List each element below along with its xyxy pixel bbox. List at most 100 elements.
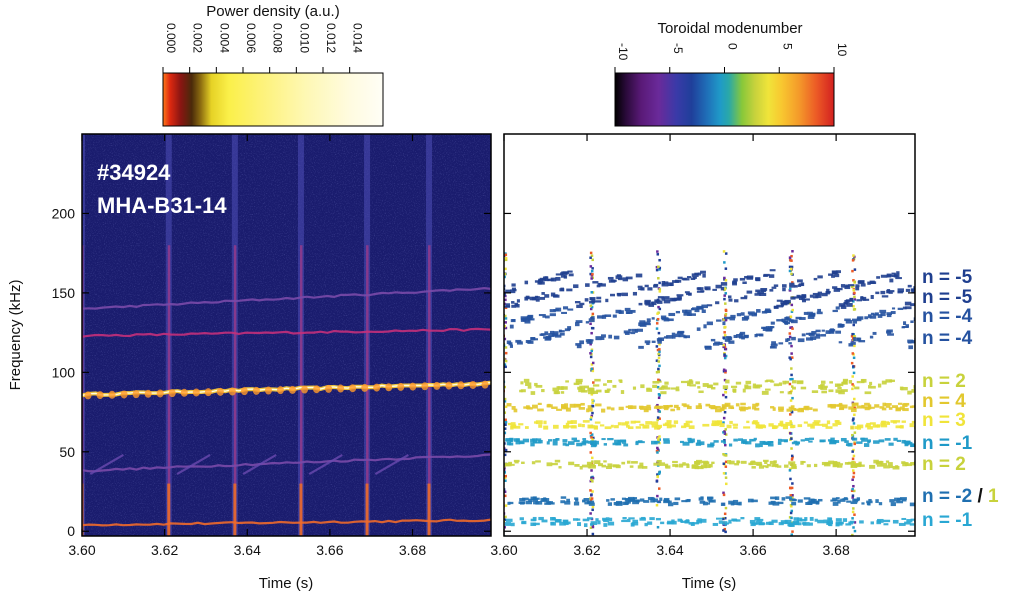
elm-mode-dot — [504, 411, 507, 414]
mode-dot — [829, 441, 837, 445]
mode-dot — [522, 438, 530, 443]
mode-dot — [687, 380, 694, 385]
elm-mode-dot — [504, 363, 507, 366]
mode-dot — [815, 333, 820, 336]
elm-mode-dot — [723, 334, 727, 337]
elm-mode-dot — [590, 326, 594, 330]
elm-mode-dot — [790, 533, 794, 536]
mode-dot — [546, 501, 553, 505]
mode-dot — [710, 386, 716, 390]
mode-dot — [764, 460, 768, 464]
mode-dot — [699, 441, 705, 446]
mode-dot — [744, 275, 749, 279]
mode-dot — [645, 421, 652, 425]
mode-dot — [526, 316, 533, 321]
elm-mode-dot — [504, 302, 506, 306]
spectrogram-mode-blob — [168, 389, 176, 398]
mode-dot — [508, 442, 514, 446]
mode-dot — [716, 319, 722, 322]
mode-dot — [524, 320, 531, 324]
mode-dot — [798, 407, 806, 410]
elm-mode-dot — [658, 288, 662, 291]
mode-dot — [910, 320, 914, 324]
mode-dot — [523, 406, 527, 409]
mode-dot — [610, 424, 614, 428]
mode-dot — [706, 321, 713, 326]
elm-mode-dot — [788, 256, 792, 259]
mode-dot — [806, 337, 813, 341]
mode-dot — [804, 437, 810, 441]
mode-dot — [612, 442, 618, 446]
mode-dot — [554, 519, 562, 523]
elm-mode-dot — [591, 398, 594, 402]
mode-dot — [539, 281, 545, 285]
mode-dot — [754, 333, 758, 338]
spectrogram-mode-blob — [132, 390, 140, 399]
mode-dot — [699, 500, 706, 504]
mode-dot — [564, 501, 571, 505]
elm-mode-dot — [791, 455, 794, 459]
mode-dot — [870, 521, 874, 525]
mode-dot — [581, 424, 585, 428]
elm-mode-dot — [656, 473, 659, 476]
mode-dot — [577, 423, 582, 427]
mode-dot — [891, 272, 896, 275]
mode-dot — [636, 328, 643, 332]
spectrogram-mode-blob — [216, 387, 224, 396]
elm-mode-dot — [853, 442, 857, 446]
mode-dot — [661, 385, 666, 389]
mode-dot — [592, 443, 596, 446]
mode-dot — [532, 439, 538, 444]
mode-dot — [559, 330, 565, 333]
mode-dot — [763, 326, 768, 330]
mode-dot — [911, 288, 915, 293]
mode-dot — [874, 312, 879, 315]
spectrogram-mode-blob — [409, 382, 417, 391]
mode-dot — [696, 327, 701, 331]
mode-dot — [889, 465, 893, 469]
mode-dot — [874, 404, 880, 408]
mode-dot — [781, 318, 786, 323]
mode-dot — [607, 521, 615, 526]
elm-mode-dot — [592, 381, 595, 384]
elm-mode-dot — [655, 503, 659, 507]
mode-dot — [858, 340, 866, 343]
mode-dot — [654, 425, 659, 430]
mode-dot — [850, 501, 858, 505]
mode-dot — [755, 421, 760, 425]
elm-mode-dot — [851, 450, 854, 453]
mode-dot — [553, 424, 559, 429]
modes-background — [504, 134, 915, 536]
mode-dot — [597, 315, 604, 319]
elm-mode-dot — [722, 343, 725, 347]
mode-dot — [604, 426, 612, 430]
elm-mode-dot — [658, 417, 661, 420]
elm-mode-dot — [504, 504, 508, 507]
elm-mode-dot — [504, 476, 507, 480]
mode-dot — [870, 312, 875, 315]
mode-dot — [590, 440, 597, 445]
mode-dot — [510, 289, 516, 294]
mode-dot — [648, 303, 655, 307]
mode-dot — [637, 285, 643, 288]
mode-dot — [742, 388, 746, 393]
mode-dot — [830, 499, 837, 502]
mode-dot — [564, 403, 569, 407]
elm-mode-dot — [658, 343, 661, 346]
mode-dot — [803, 311, 808, 315]
elm-mode-dot — [788, 382, 792, 386]
mode-dot — [567, 326, 572, 330]
mode-dot — [691, 464, 699, 469]
mode-dot — [741, 337, 745, 340]
mode-dot — [789, 463, 797, 467]
mode-dot — [610, 279, 617, 282]
mode-dot — [905, 288, 911, 292]
mode-dot — [546, 462, 553, 467]
mode-dot — [890, 311, 896, 315]
elm-mode-dot — [722, 336, 725, 339]
mode-dot — [630, 331, 636, 335]
mode-dot — [684, 520, 689, 524]
mode-dot — [905, 306, 912, 310]
elm-mode-dot — [853, 295, 856, 299]
mode-dot — [832, 423, 838, 427]
